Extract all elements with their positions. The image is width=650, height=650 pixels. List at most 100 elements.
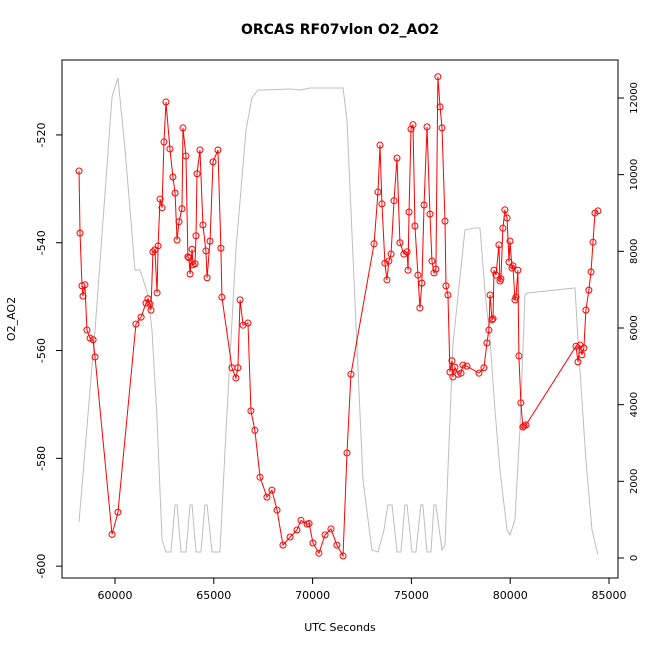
data-point [184,253,192,261]
data-point [137,313,145,321]
data-point [393,154,401,162]
y-tick-label: -600 [35,554,48,579]
data-point [232,374,240,382]
data-point [587,268,595,276]
data-point [175,218,183,226]
data-point [403,248,411,256]
data-point [162,98,170,106]
chart-title: ORCAS RF07vlon O2_AO2 [241,22,439,38]
data-point [203,274,211,282]
data-point [279,541,287,549]
data-point [442,282,450,290]
data-point [202,247,210,255]
data-point [251,426,259,434]
data-point [218,293,226,301]
data-point [209,158,217,166]
data-point [154,242,162,250]
y-tick-label: -520 [35,122,48,147]
data-point [459,361,467,369]
data-point [192,232,200,240]
data-point [158,204,166,212]
data-point [273,506,281,514]
data-point [321,531,329,539]
data-point [483,339,491,347]
data-point [572,342,580,350]
x-tick-label: 75000 [394,589,429,602]
data-point [108,530,116,538]
data-point [178,205,186,213]
series-line [78,77,599,556]
data-point [206,237,214,245]
y-tick-label: -580 [35,446,48,471]
data-point [409,121,417,129]
y-axis-label: O2_AO2 [5,297,18,341]
plot-frame [61,59,619,579]
y2-tick-label: 12000 [629,82,640,114]
y2-tick-label: 10000 [629,159,640,191]
data-point [430,269,438,277]
data-point [416,304,424,312]
data-point [438,124,446,132]
data-point [506,237,514,245]
data-point [444,291,452,299]
data-point [244,319,252,327]
data-point [370,240,378,248]
data-point [428,257,436,265]
data-point [454,370,462,378]
data-point [501,206,509,214]
data-point [256,473,264,481]
y2-tick-label: 2000 [629,469,640,494]
data-point [512,293,520,301]
data-point [153,289,161,297]
data-point [236,296,244,304]
data-point [411,222,419,230]
data-point [475,369,483,377]
data-point [247,407,255,415]
data-point [160,138,168,146]
data-point [75,167,83,175]
data-point [434,73,442,81]
data-point [169,173,177,181]
data-point [383,276,391,284]
data-point [485,326,493,334]
data-point [191,260,199,268]
x-axis-label: UTC Seconds [304,621,376,634]
data-point [390,197,398,205]
data-point [585,286,593,294]
data-point [76,229,84,237]
data-point [305,520,313,528]
data-point [582,306,590,314]
data-point [378,200,386,208]
data-point [78,282,86,290]
data-point [463,362,471,370]
data-point [297,516,305,524]
data-point [186,270,194,278]
data-point [489,315,497,323]
x-tick-label: 65000 [196,589,231,602]
data-point [217,244,225,252]
data-point [497,275,505,283]
data-point [420,201,428,209]
data-point [480,364,488,372]
data-point [156,195,164,203]
data-point [509,262,517,270]
data-point [79,292,87,300]
data-point [376,141,384,149]
data-point [91,353,99,361]
data-point [448,357,456,365]
x-tick-label: 60000 [97,589,132,602]
data-point [381,259,389,267]
y2-tick-label: 8000 [629,239,640,264]
data-point [505,258,513,266]
data-point [149,248,157,256]
data-point [405,208,413,216]
y-tick-label: -540 [35,230,48,255]
data-point [214,146,222,154]
data-point [315,549,323,557]
data-point [374,188,382,196]
y2-tick-label: 6000 [629,315,640,340]
data-point [426,210,434,218]
data-point [179,124,187,132]
data-point [185,254,193,262]
